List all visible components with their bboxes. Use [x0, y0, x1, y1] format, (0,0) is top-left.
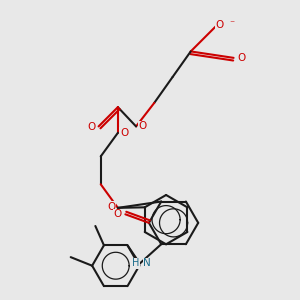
Text: O: O: [138, 122, 147, 131]
Text: N: N: [143, 259, 151, 269]
Text: O: O: [114, 209, 122, 219]
Text: O: O: [237, 53, 245, 63]
Text: O: O: [120, 128, 128, 138]
Text: ⁻: ⁻: [229, 20, 234, 30]
Text: O: O: [215, 20, 224, 30]
Text: O: O: [87, 122, 95, 133]
Text: O: O: [107, 202, 116, 212]
Text: H: H: [132, 259, 139, 269]
